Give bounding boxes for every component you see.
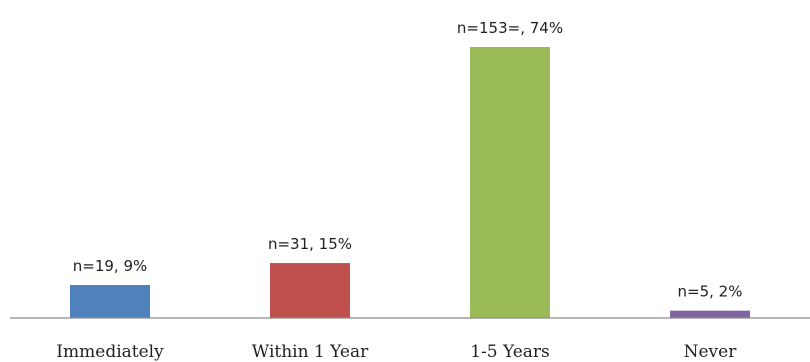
- bar-immediately: [70, 285, 150, 318]
- data-label: n=5, 2%: [678, 283, 743, 301]
- data-label: n=19, 9%: [73, 257, 148, 275]
- bars-group: [70, 47, 750, 318]
- data-label: n=31, 15%: [268, 235, 352, 253]
- category-label: Never: [684, 342, 738, 362]
- category-label: 1-5 Years: [470, 342, 550, 362]
- data-labels-group: n=19, 9% n=31, 15% n=153=, 74% n=5, 2%: [73, 19, 743, 301]
- bar-within-1-year: [270, 263, 350, 318]
- bar-never: [670, 310, 750, 318]
- category-label: Within 1 Year: [252, 342, 369, 362]
- data-label: n=153=, 74%: [457, 19, 563, 37]
- category-labels-group: Immediately Within 1 Year 1-5 Years Never: [56, 342, 737, 362]
- category-label: Immediately: [56, 342, 164, 362]
- bar-1-5-years: [470, 47, 550, 318]
